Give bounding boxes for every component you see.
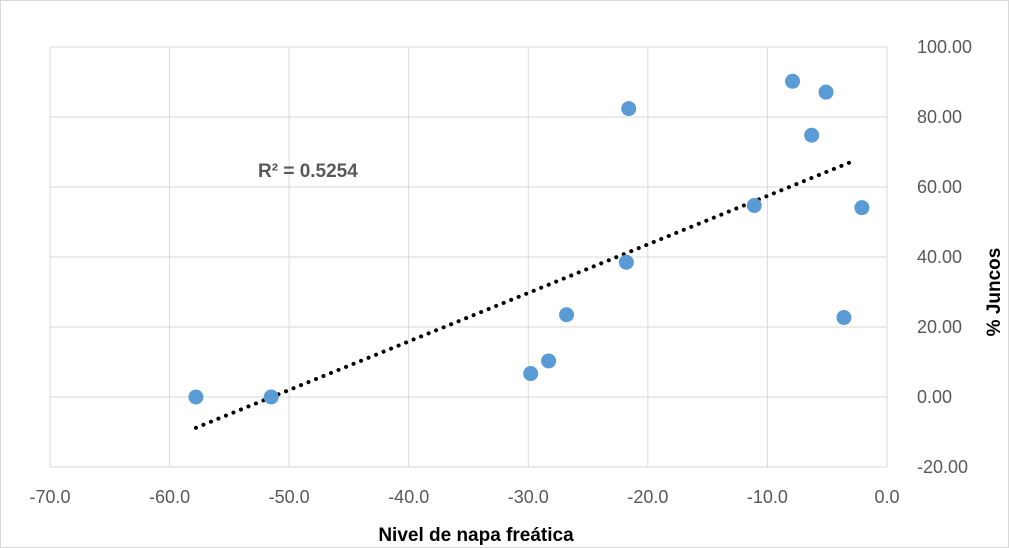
y-axis-title: % Juncos bbox=[984, 248, 1005, 337]
x-tick-label: -70.0 bbox=[29, 487, 70, 507]
y-tick-label: 0.00 bbox=[917, 387, 952, 407]
y-tick-label: 20.00 bbox=[917, 317, 962, 337]
x-axis-ticks: -70.0 -60.0 -50.0 -40.0 -30.0 -20.0 -10.0 0.0 bbox=[29, 487, 899, 507]
data-point bbox=[804, 128, 819, 143]
y-tick-label: 40.00 bbox=[917, 247, 962, 267]
x-tick-label: 0.0 bbox=[874, 487, 899, 507]
gridlines bbox=[50, 47, 887, 467]
y-tick-label: 100.00 bbox=[917, 37, 972, 57]
x-tick-label: -50.0 bbox=[269, 487, 310, 507]
data-point bbox=[619, 255, 634, 270]
data-point bbox=[747, 198, 762, 213]
data-point bbox=[785, 74, 800, 89]
x-axis-title: Nivel de napa freática bbox=[378, 525, 574, 546]
data-point bbox=[819, 85, 834, 100]
data-point bbox=[559, 307, 574, 322]
y-tick-label: -20.00 bbox=[917, 457, 968, 477]
y-tick-label: 80.00 bbox=[917, 107, 962, 127]
x-tick-label: -40.0 bbox=[388, 487, 429, 507]
y-tick-label: 60.00 bbox=[917, 177, 962, 197]
x-tick-label: -60.0 bbox=[149, 487, 190, 507]
data-point bbox=[188, 390, 203, 405]
data-point bbox=[523, 366, 538, 381]
y-axis-ticks: -20.00 0.00 20.00 40.00 60.00 80.00 100.00 bbox=[917, 37, 972, 477]
data-point bbox=[621, 101, 636, 116]
r-squared-label: R² = 0.5254 bbox=[258, 161, 358, 182]
x-tick-label: -10.0 bbox=[747, 487, 788, 507]
data-point bbox=[836, 310, 851, 325]
x-tick-label: -30.0 bbox=[508, 487, 549, 507]
x-tick-label: -20.0 bbox=[627, 487, 668, 507]
data-point bbox=[541, 353, 556, 368]
data-point bbox=[854, 200, 869, 215]
data-point bbox=[264, 390, 279, 405]
